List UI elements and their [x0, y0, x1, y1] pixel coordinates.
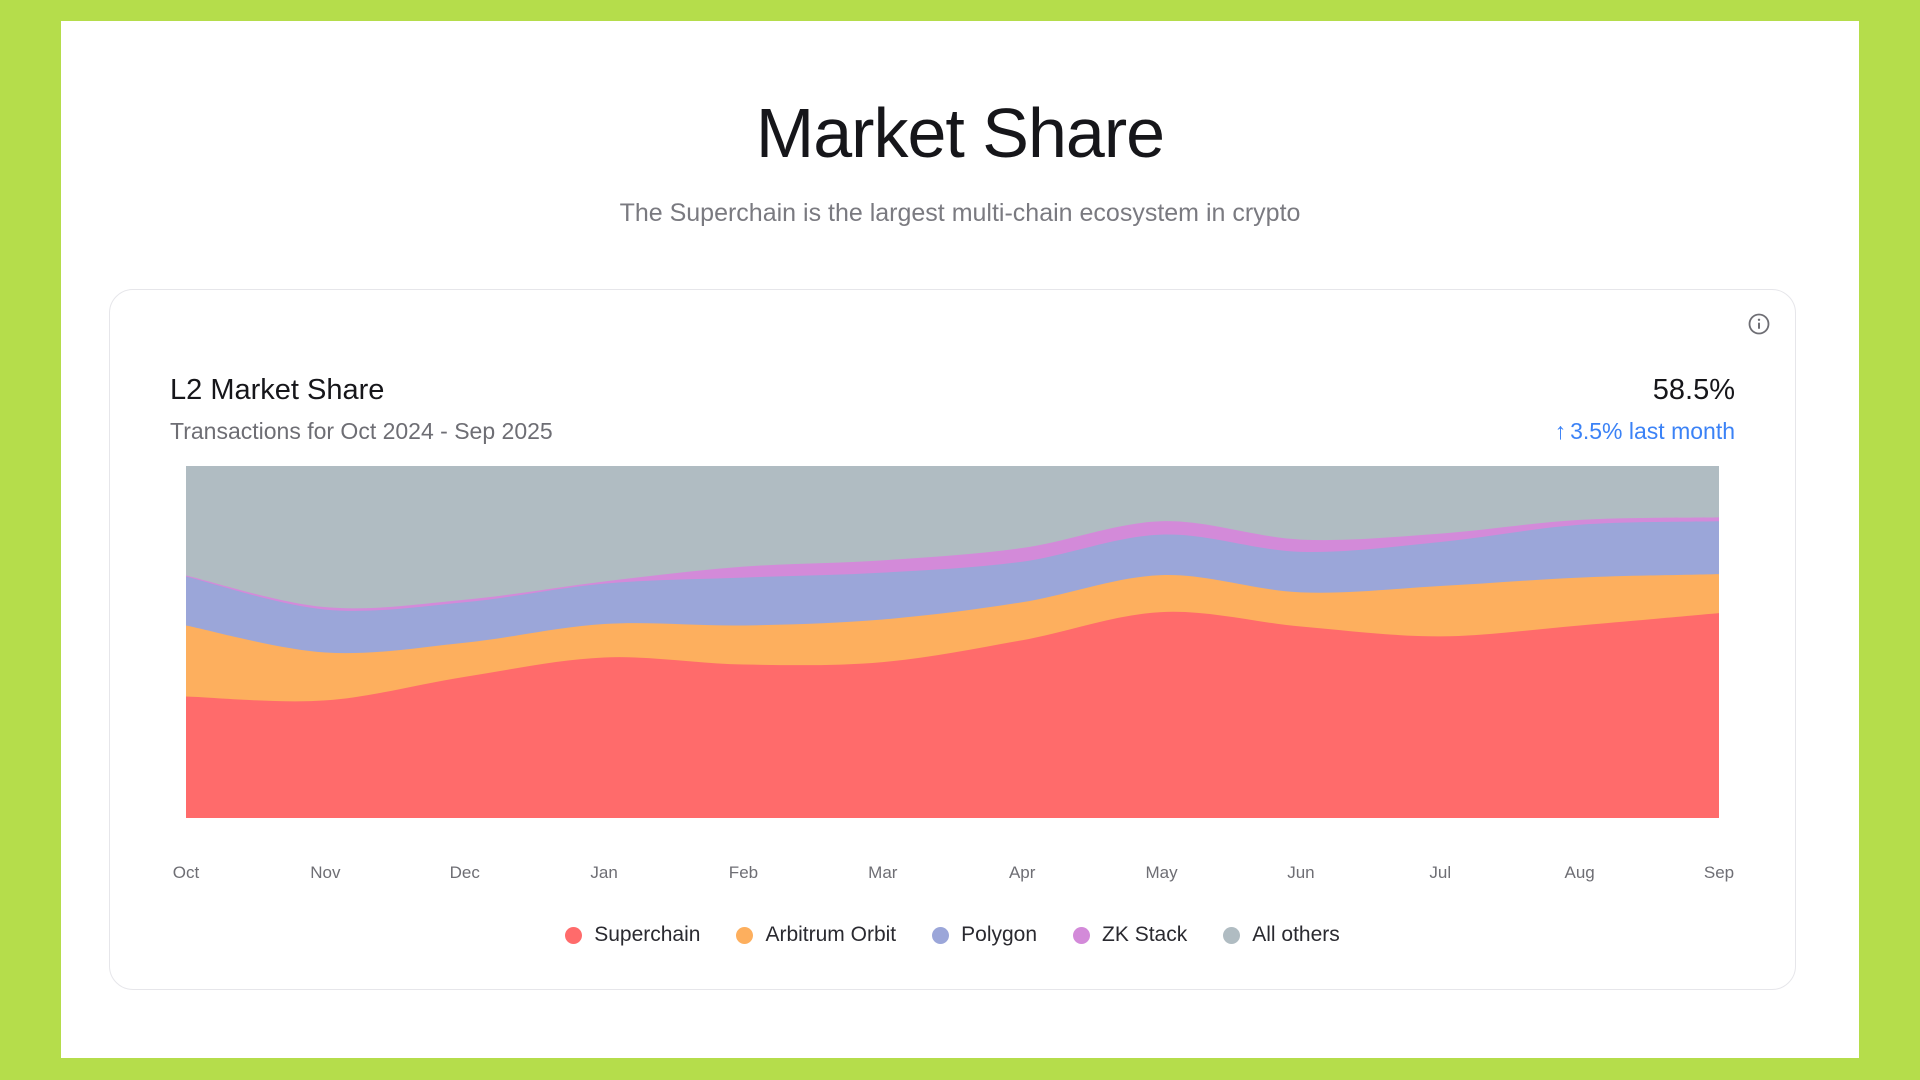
chart-plot [186, 466, 1719, 818]
x-tick-label: Oct [172, 863, 200, 882]
chart-title: L2 Market Share [170, 374, 385, 406]
chart-subtitle: Transactions for Oct 2024 - Sep 2025 [170, 418, 553, 444]
legend-item-all-others[interactable]: All others [1223, 923, 1340, 947]
x-tick-label: Jan [590, 863, 618, 882]
x-tick-label: Feb [728, 863, 759, 882]
area-superchain [186, 611, 1719, 818]
legend-label: Polygon [961, 923, 1038, 946]
legend-item-arbitrum-orbit[interactable]: Arbitrum Orbit [736, 923, 896, 947]
x-tick-label: Sep [1703, 863, 1735, 882]
legend-label: All others [1252, 923, 1340, 946]
market-share-card: L2 Market Share Transactions for Oct 202… [109, 289, 1796, 990]
share-change-text: 3.5% last month [1570, 418, 1735, 444]
legend-item-superchain[interactable]: Superchain [565, 923, 700, 947]
x-tick-label: Mar [868, 863, 898, 882]
arrow-up-icon: ↑ [1554, 418, 1567, 444]
legend-dot-icon [565, 926, 583, 944]
page: Market Share The Superchain is the large… [61, 21, 1859, 1058]
x-axis: Oct Nov Dec Jan Feb Mar Apr May Jun Jul Aug Sep [173, 863, 1734, 885]
legend-dot-icon [1223, 926, 1241, 944]
page-title: Market Share [755, 94, 1165, 172]
chart-legend: Superchain Arbitrum Orbit Polygon ZK Stack A… [110, 923, 1795, 947]
legend-label: ZK Stack [1102, 923, 1188, 946]
legend-item-polygon[interactable]: Polygon [932, 923, 1037, 947]
legend-item-zk-stack[interactable]: ZK Stack [1073, 923, 1187, 947]
current-share-value: 58.5% [1652, 374, 1735, 406]
x-tick-label: Nov [310, 863, 341, 882]
info-icon[interactable] [1747, 312, 1771, 336]
x-tick-label: May [1145, 863, 1178, 882]
share-change-indicator: ↑ 3.5% last month [1555, 418, 1735, 445]
legend-label: Arbitrum Orbit [765, 923, 897, 946]
x-tick-label: Dec [449, 863, 480, 882]
x-tick-label: Apr [1008, 863, 1036, 882]
x-tick-label: Jun [1287, 863, 1315, 882]
page-subtitle: The Superchain is the largest multi-chai… [619, 199, 1301, 227]
legend-dot-icon [1073, 926, 1091, 944]
x-tick-label: Jul [1429, 863, 1452, 882]
legend-dot-icon [736, 926, 754, 944]
legend-label: Superchain [594, 923, 701, 946]
stacked-area-chart[interactable] [186, 466, 1719, 818]
x-tick-label: Aug [1564, 863, 1595, 882]
legend-dot-icon [932, 926, 950, 944]
